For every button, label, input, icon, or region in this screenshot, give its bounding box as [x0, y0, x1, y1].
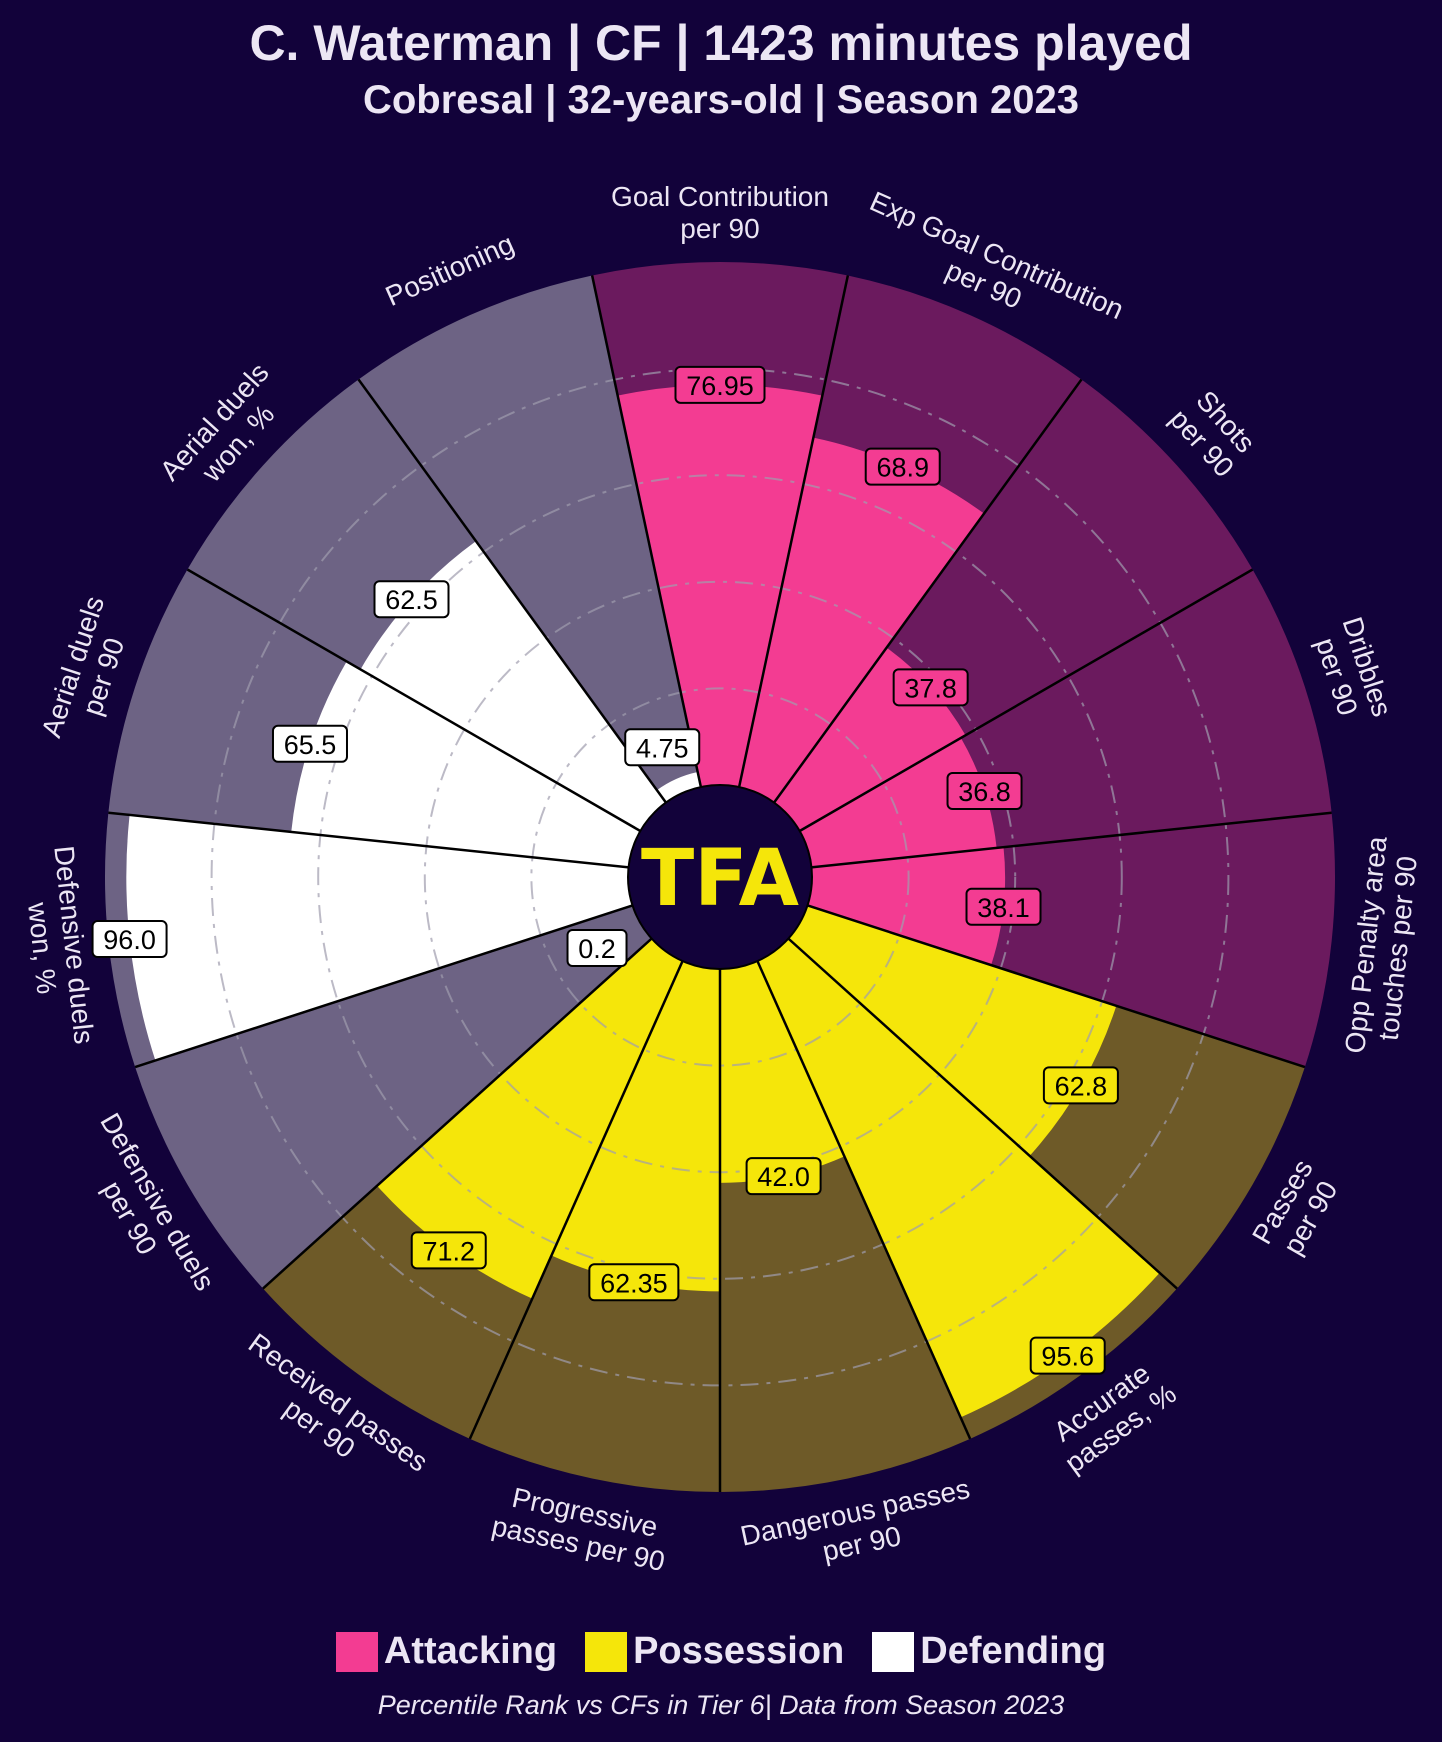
legend-swatch-attacking — [335, 1631, 378, 1672]
chart-subtitle: Cobresal | 32-years-old | Season 2023 — [362, 78, 1080, 122]
value-label-progressive-passes-per-90: 62.35 — [588, 1263, 680, 1302]
svg-text:95.6: 95.6 — [1041, 1342, 1094, 1372]
divider-line — [262, 930, 660, 1290]
svg-text:38.1: 38.1 — [977, 893, 1030, 923]
svg-text:42.0: 42.0 — [757, 1162, 810, 1192]
legend-item-defending: Defending — [872, 1630, 1106, 1673]
divider-line — [590, 275, 705, 798]
divider-line — [801, 811, 1332, 870]
divider-line — [134, 901, 643, 1069]
divider-line — [780, 930, 1178, 1290]
bg-wedge-defensive-duels-per-90 — [135, 902, 660, 1289]
value-bar-passes-per-90 — [780, 902, 1117, 1156]
svg-text:62.35: 62.35 — [600, 1268, 668, 1298]
value-label-dribbles-per-90: 36.8 — [946, 772, 1023, 811]
value-label-passes-per-90: 62.8 — [1042, 1066, 1119, 1105]
value-label-positioning: 4.75 — [624, 728, 701, 767]
value-bar-opp-penalty-area-touches-per-90 — [797, 847, 1006, 966]
divider-line — [735, 275, 850, 798]
svg-text:76.95: 76.95 — [686, 371, 754, 401]
svg-text:62.8: 62.8 — [1055, 1071, 1108, 1101]
footnote: Percentile Rank vs CFs in Tier 6| Data f… — [377, 1690, 1065, 1720]
svg-text:0.2: 0.2 — [578, 934, 616, 964]
svg-text:65.5: 65.5 — [284, 730, 337, 760]
category-label-opp-penalty-area-touches-per-90: Opp Penalty areatouches per 90 — [1339, 834, 1424, 1058]
category-label-positioning: Positioning — [381, 228, 519, 312]
divider-line — [752, 951, 972, 1440]
category-label-progressive-passes-per-90: Progressivepasses per 90 — [489, 1479, 674, 1577]
value-bar-goal-contribution-per-90 — [617, 384, 823, 797]
category-label-defensive-duels-won: Defensive duelswon, % — [16, 844, 99, 1049]
grid-ring-20 — [530, 687, 910, 1067]
svg-text:62.5: 62.5 — [385, 585, 438, 615]
value-bar-progressive-passes-per-90 — [551, 951, 720, 1292]
value-label-goal-contribution-per-90: 76.95 — [674, 365, 766, 404]
center-badge — [627, 784, 813, 970]
value-bar-dangerous-passes-per-90 — [720, 951, 845, 1183]
value-label-defensive-duels-won: 96.0 — [91, 920, 168, 959]
value-label-dangerous-passes-per-90: 42.0 — [745, 1157, 822, 1196]
divider-line — [357, 378, 673, 812]
svg-text:37.8: 37.8 — [904, 673, 957, 703]
value-bar-aerial-duels-per-90 — [291, 661, 649, 869]
value-bar-received-passes-per-90 — [377, 931, 687, 1299]
divider-line — [186, 568, 650, 838]
value-label-received-passes-per-90: 71.2 — [410, 1231, 487, 1270]
legend-label-defending: Defending — [920, 1630, 1107, 1672]
legend-label-possession: Possession — [633, 1630, 845, 1672]
category-label-goal-contribution-per-90: Goal Contribution per 90 — [611, 181, 829, 244]
value-label-aerial-duels-won: 62.5 — [373, 580, 450, 619]
pizza-chart: 76.95 68.9 37.8 36.8 38.1 62.8 95.6 42.0 62.35 71… — [16, 181, 1424, 1577]
divider-line — [790, 568, 1254, 838]
category-label-dribbles-per-90: Dribblesper 90 — [1306, 613, 1398, 730]
legend-item-possession: Possession — [585, 1630, 844, 1673]
divider-line — [797, 901, 1306, 1069]
divider-line — [468, 951, 688, 1440]
value-label-shots-per-90: 37.8 — [892, 668, 969, 707]
category-label-passes-per-90: Passesper 90 — [1246, 1154, 1346, 1265]
svg-text:71.2: 71.2 — [422, 1236, 475, 1266]
value-label-opp-penalty-area-touches-per-90: 38.1 — [965, 887, 1042, 926]
value-bar-accurate-passes — [753, 931, 1160, 1418]
value-label-defensive-duels-per-90: 0.2 — [566, 929, 628, 967]
value-label-aerial-duels-per-90: 65.5 — [271, 724, 348, 763]
divider-line — [108, 811, 639, 870]
legend-item-attacking: Attacking — [335, 1630, 558, 1673]
legend-swatch-possession — [585, 1631, 628, 1672]
svg-text:68.9: 68.9 — [876, 453, 929, 483]
legend-label-attacking: Attacking — [383, 1630, 558, 1672]
svg-text:36.8: 36.8 — [958, 777, 1011, 807]
bg-wedge-positioning — [358, 275, 703, 811]
value-bar-defensive-duels-won — [126, 814, 643, 1061]
legend: Attacking Possession Defending — [0, 1630, 1442, 1673]
legend-swatch-defending — [872, 1631, 915, 1672]
value-label-accurate-passes: 95.6 — [1029, 1336, 1106, 1375]
svg-text:4.75: 4.75 — [636, 733, 689, 763]
grid-ring-60 — [317, 474, 1123, 1280]
tfa-logo: TFA — [641, 834, 799, 924]
chart-title: C. Waterman | CF | 1423 minutes played — [249, 15, 1193, 71]
value-label-exp-goal-contribution-per-90: 68.9 — [864, 447, 941, 486]
divider-line — [767, 378, 1083, 812]
svg-text:96.0: 96.0 — [103, 925, 156, 955]
